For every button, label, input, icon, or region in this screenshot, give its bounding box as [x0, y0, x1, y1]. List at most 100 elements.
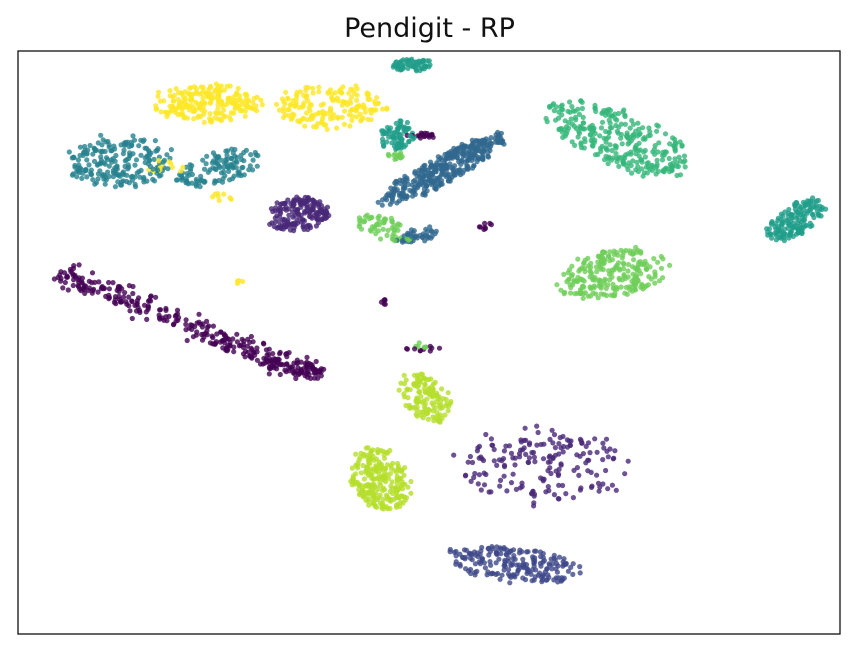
scatter-point-class-4 [254, 163, 260, 169]
scatter-point-class-3 [476, 156, 482, 162]
scatter-point-class-1 [531, 454, 538, 460]
scatter-point-class-2 [519, 549, 525, 555]
scatter-point-class-7 [634, 265, 640, 271]
scatter-point-class-4 [82, 143, 88, 150]
scatter-point-class-1 [496, 457, 502, 463]
scatter-point-class-2 [499, 572, 505, 578]
scatter-point-class-8 [394, 480, 400, 486]
scatter-point-class-9 [347, 98, 353, 104]
scatter-point-class-4 [122, 163, 128, 169]
scatter-point-class-5 [809, 223, 815, 229]
scatter-point-class-8 [430, 381, 437, 387]
scatter-point-class-8 [375, 497, 381, 503]
scatter-point-class-9 [219, 98, 225, 104]
scatter-point-class-6 [578, 98, 584, 104]
scatter-point-class-4 [229, 146, 235, 152]
scatter-point-class-1 [279, 222, 285, 228]
scatter-point-class-9 [196, 113, 202, 119]
scatter-point-class-8 [358, 482, 364, 488]
scatter-point-class-8 [353, 451, 359, 457]
scatter-point-class-9 [166, 159, 172, 165]
scatter-point-class-7 [367, 227, 373, 233]
scatter-point-class-3 [482, 146, 488, 152]
scatter-point-class-4 [241, 158, 247, 164]
scatter-point-class-4 [248, 152, 254, 158]
scatter-point-class-5 [381, 143, 387, 149]
scatter-point-class-9 [362, 105, 368, 111]
scatter-point-class-0 [207, 340, 213, 346]
scatter-point-class-8 [367, 489, 373, 495]
scatter-point-class-8 [443, 403, 449, 409]
scatter-point-class-7 [582, 265, 588, 271]
scatter-point-class-8 [436, 419, 442, 425]
scatter-point-class-1 [546, 488, 552, 494]
scatter-point-class-7 [633, 244, 639, 250]
scatter-point-class-6 [591, 125, 597, 131]
scatter-point-class-4 [146, 152, 152, 159]
scatter-point-class-3 [438, 181, 444, 187]
chart-title: Pendigit - RP [344, 13, 515, 44]
scatter-point-class-8 [353, 471, 359, 477]
scatter-point-class-3 [469, 141, 476, 147]
scatter-point-class-8 [418, 393, 424, 399]
scatter-point-class-3 [393, 181, 399, 187]
scatter-point-class-6 [602, 112, 609, 118]
scatter-point-class-7 [575, 256, 581, 262]
scatter-point-class-7 [572, 291, 578, 297]
scatter-point-class-0 [101, 285, 107, 291]
scatter-point-class-7 [652, 271, 658, 278]
scatter-point-class-5 [818, 213, 824, 219]
scatter-point-class-2 [457, 561, 463, 568]
scatter-point-class-2 [511, 553, 517, 559]
scatter-point-class-5 [790, 215, 796, 221]
scatter-point-class-0 [482, 224, 488, 230]
scatter-point-class-9 [155, 93, 161, 99]
scatter-point-class-2 [540, 551, 546, 557]
scatter-point-class-8 [397, 499, 404, 505]
scatter-point-class-4 [109, 159, 115, 165]
scatter-point-class-0 [145, 303, 151, 309]
scatter-point-class-5 [786, 206, 792, 213]
scatter-point-class-8 [366, 502, 372, 508]
points-layer [51, 56, 829, 586]
scatter-point-class-2 [477, 561, 483, 567]
scatter-point-class-6 [547, 104, 553, 110]
scatter-point-class-3 [412, 169, 418, 175]
scatter-point-class-3 [447, 161, 453, 167]
scatter-point-class-0 [96, 279, 102, 285]
scatter-point-class-9 [232, 104, 238, 110]
scatter-point-class-6 [556, 115, 562, 121]
scatter-point-class-8 [414, 396, 420, 402]
scatter-point-class-9 [336, 98, 342, 104]
scatter-point-class-4 [144, 145, 150, 151]
scatter-point-class-7 [625, 261, 632, 268]
scatter-point-class-1 [603, 467, 609, 474]
scatter-point-class-6 [580, 120, 586, 126]
scatter-point-class-9 [313, 124, 320, 130]
scatter-point-class-0 [60, 285, 66, 291]
scatter-point-class-4 [196, 180, 202, 186]
scatter-point-class-7 [607, 249, 613, 255]
scatter-point-class-0 [292, 371, 298, 377]
scatter-point-class-4 [66, 149, 72, 155]
scatter-point-class-6 [666, 155, 672, 162]
scatter-point-class-9 [182, 114, 188, 120]
scatter-point-class-3 [455, 151, 461, 157]
scatter-point-class-7 [569, 272, 575, 278]
scatter-point-class-1 [567, 442, 574, 448]
scatter-point-class-6 [666, 169, 673, 175]
scatter-point-class-4 [211, 180, 217, 186]
scatter-point-class-2 [461, 547, 468, 553]
scatter-point-class-1 [501, 448, 507, 454]
scatter-point-class-6 [614, 155, 620, 161]
scatter-point-class-9 [294, 92, 300, 98]
scatter-point-class-2 [493, 571, 499, 578]
scatter-point-class-2 [529, 578, 535, 584]
scatter-point-class-6 [682, 164, 688, 170]
scatter-point-class-6 [557, 126, 563, 132]
scatter-point-class-9 [155, 89, 162, 95]
scatter-point-class-2 [484, 572, 490, 578]
scatter-point-class-2 [558, 577, 565, 583]
scatter-point-class-1 [570, 495, 577, 501]
scatter-point-class-1 [612, 448, 618, 454]
